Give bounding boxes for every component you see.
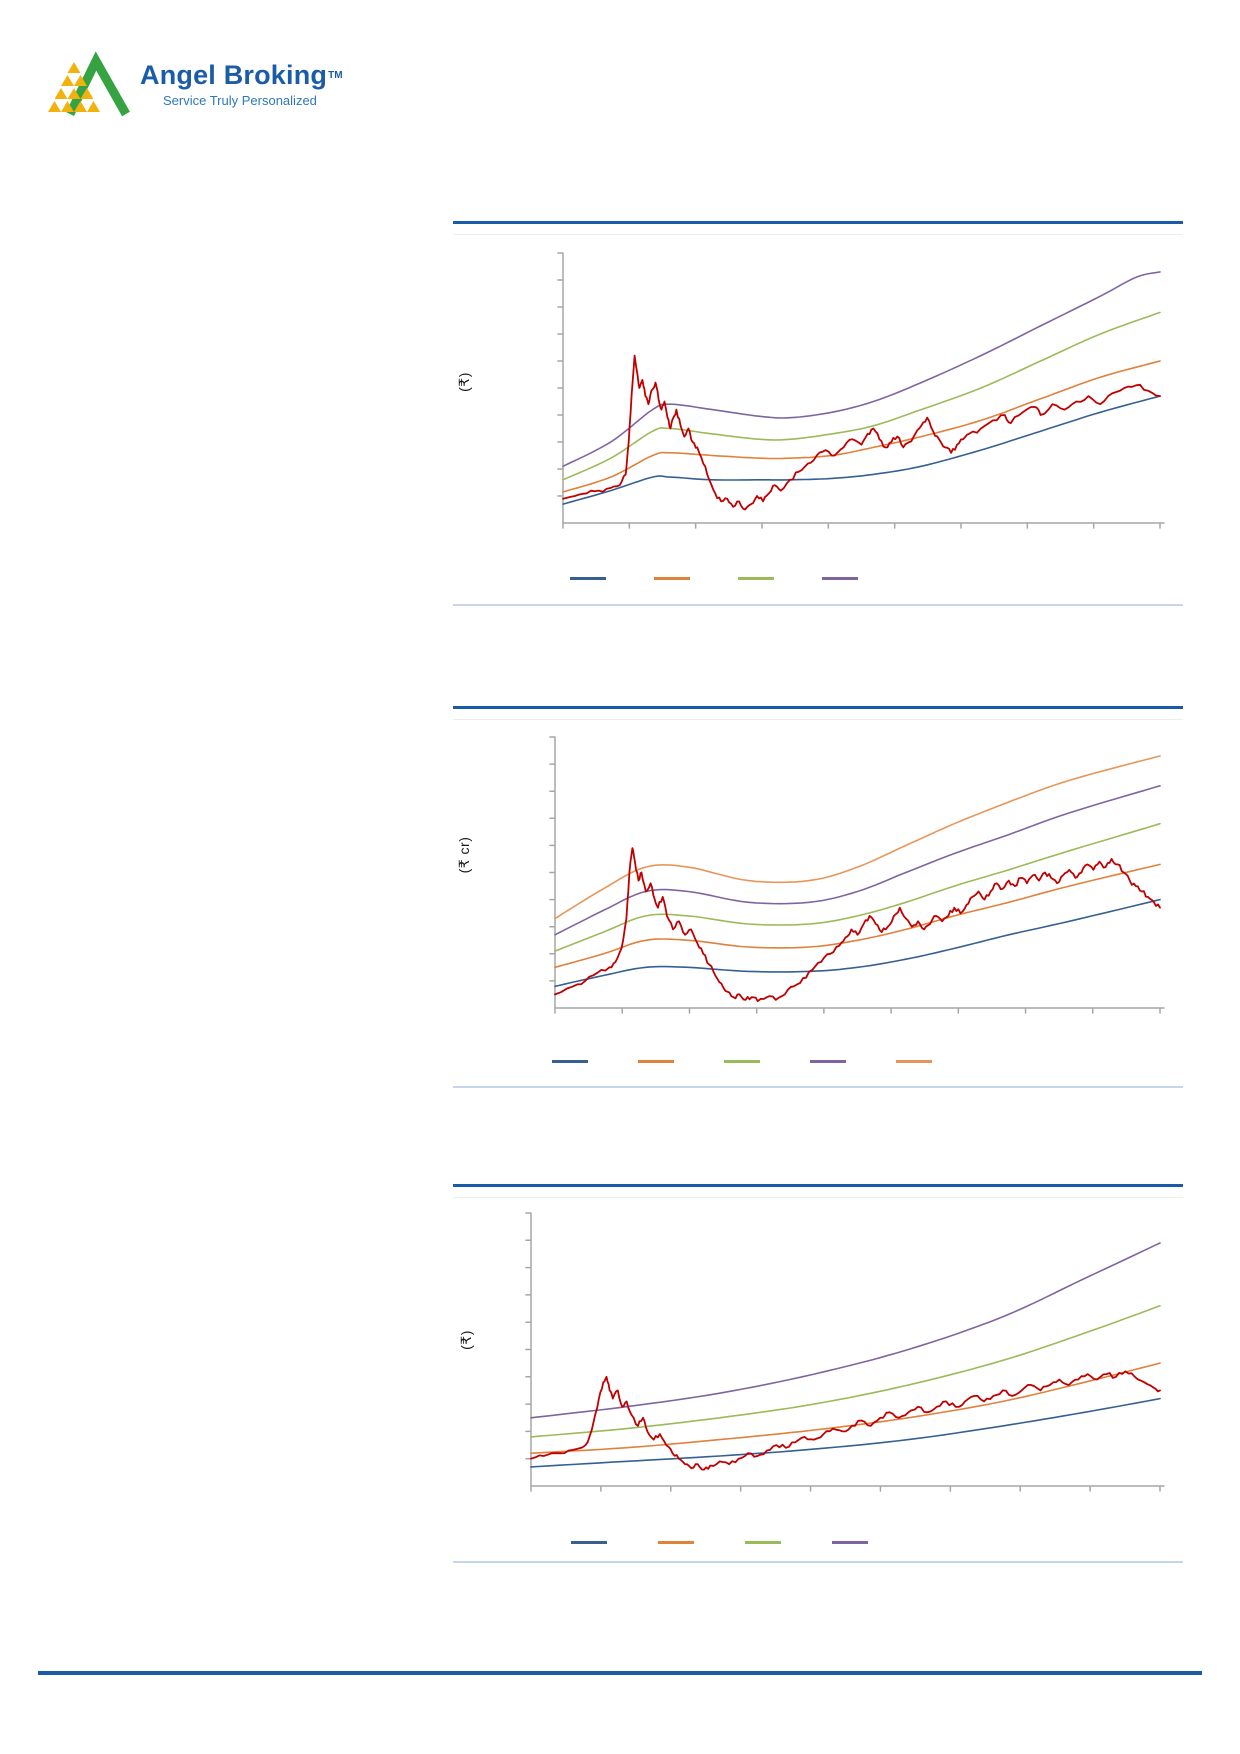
section-divider — [453, 1561, 1183, 1563]
section-divider — [453, 1086, 1183, 1088]
chart-1-legend — [570, 577, 858, 580]
rule-shadow — [453, 719, 1183, 720]
footer-rule — [38, 1671, 1202, 1675]
y-axis-label: (₹) — [458, 1330, 474, 1350]
section-divider — [453, 604, 1183, 606]
price-band-chart-1 — [557, 252, 1165, 529]
legend-swatch — [638, 1060, 674, 1063]
legend-swatch — [552, 1060, 588, 1063]
legend-swatch — [822, 577, 858, 580]
rule-shadow — [453, 234, 1183, 235]
y-axis-label: (₹ cr) — [456, 836, 472, 874]
legend-swatch — [810, 1060, 846, 1063]
section-title-rule — [453, 706, 1183, 709]
value-band-chart-2 — [549, 736, 1165, 1014]
legend-swatch — [738, 577, 774, 580]
legend-swatch — [832, 1541, 868, 1544]
section-title-rule — [453, 1184, 1183, 1187]
legend-swatch — [658, 1541, 694, 1544]
chart-3-legend — [571, 1541, 868, 1544]
legend-swatch — [570, 577, 606, 580]
chart-2-legend — [552, 1060, 932, 1063]
legend-swatch — [654, 577, 690, 580]
logo-tagline: Service Truly Personalized — [163, 93, 317, 108]
legend-swatch — [724, 1060, 760, 1063]
angel-broking-logo: Angel BrokingTM Service Truly Personaliz… — [46, 50, 343, 122]
trademark-symbol: TM — [328, 69, 343, 81]
price-band-chart-3 — [525, 1212, 1165, 1492]
legend-swatch — [571, 1541, 607, 1544]
section-title-rule — [453, 221, 1183, 224]
y-axis-label: (₹) — [456, 372, 472, 392]
legend-swatch — [745, 1541, 781, 1544]
logo-wordmark: Angel Broking — [140, 60, 328, 90]
logo-title: Angel BrokingTM — [140, 62, 343, 89]
rule-shadow — [453, 1197, 1183, 1198]
logo-mark-icon — [48, 51, 130, 117]
legend-swatch — [896, 1060, 932, 1063]
